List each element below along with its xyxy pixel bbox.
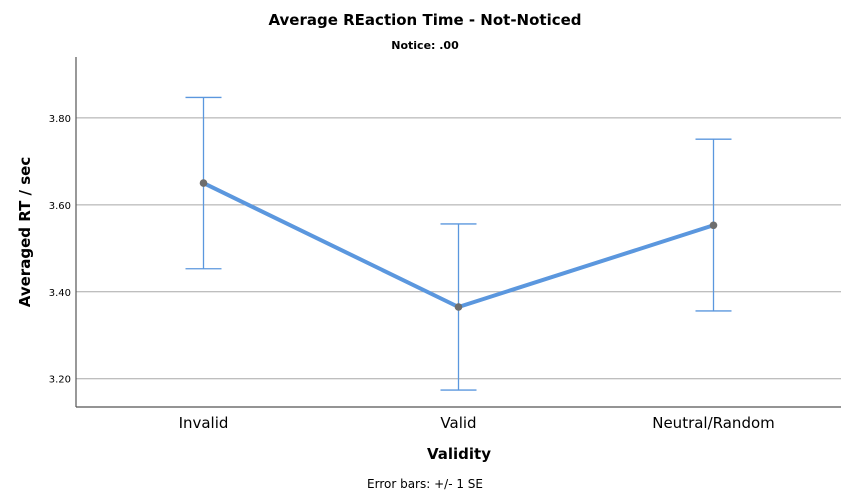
y-tick-label: 3.60 (49, 201, 71, 212)
y-tick-labels: 3.20 3.40 3.60 3.80 (49, 114, 71, 386)
y-tick-label: 3.20 (49, 375, 71, 386)
chart-subtitle: Notice: .00 (391, 39, 459, 52)
data-point (199, 179, 208, 187)
x-axis-label: Validity (427, 445, 491, 463)
x-tick-label: Invalid (179, 414, 229, 432)
x-tick-labels: Invalid Valid Neutral/Random (179, 414, 775, 432)
data-point (709, 221, 718, 230)
data-points (199, 179, 718, 311)
error-bars-footnote: Error bars: +/- 1 SE (367, 477, 483, 491)
y-tick-label: 3.40 (49, 288, 71, 299)
chart-title: Average REaction Time - Not-Noticed (268, 11, 581, 29)
y-axis-label: Averaged RT / sec (16, 157, 34, 307)
x-tick-label: Valid (440, 414, 476, 432)
y-tick-label: 3.80 (49, 114, 71, 125)
data-point (454, 303, 463, 311)
x-tick-label: Neutral/Random (652, 414, 775, 432)
